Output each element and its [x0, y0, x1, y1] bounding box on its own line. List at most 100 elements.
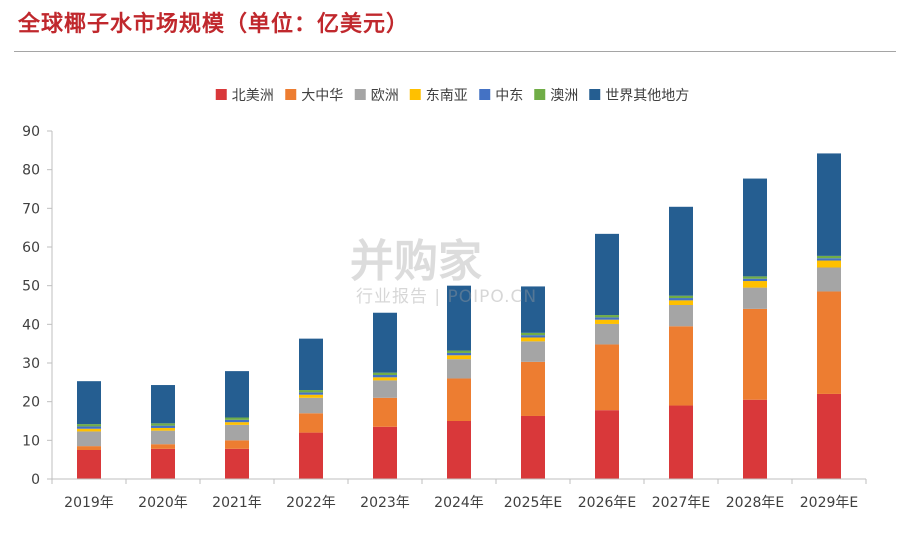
- bar-stack: [743, 178, 767, 479]
- bar-segment: [447, 352, 471, 356]
- legend-swatch: [354, 89, 366, 100]
- bar-segment: [77, 431, 101, 447]
- bar-segment: [743, 278, 767, 282]
- watermark-sub: 行业报告 | POIPO.CN: [356, 287, 537, 307]
- bar-segment: [151, 430, 175, 445]
- x-tick-label: 2028年E: [726, 495, 784, 511]
- bar-segment: [373, 377, 397, 381]
- bar-segment: [299, 392, 323, 395]
- x-tick-label: 2023年: [360, 495, 410, 511]
- bar-segment: [669, 305, 693, 327]
- legend-item: 北美洲: [215, 88, 274, 104]
- x-tick-label: 2026年E: [578, 495, 636, 511]
- legend-label: 东南亚: [426, 88, 468, 104]
- legend-label: 欧洲: [371, 88, 399, 104]
- bar-segment: [817, 258, 841, 261]
- x-tick-label: 2024年: [434, 495, 484, 511]
- bar-segment: [595, 315, 619, 318]
- legend-item: 大中华: [285, 88, 343, 104]
- legend-swatch: [479, 89, 491, 100]
- legend-item: 中东: [479, 88, 523, 104]
- bar-segment: [817, 267, 841, 292]
- bar-segment: [151, 444, 175, 449]
- y-tick-label: 30: [22, 356, 40, 372]
- bar-segment: [151, 448, 175, 479]
- bar-segment: [373, 426, 397, 479]
- page-title: 全球椰子水市场规模（单位：亿美元）: [18, 11, 410, 37]
- legend-label: 澳洲: [550, 88, 578, 104]
- bar-segment: [743, 281, 767, 288]
- watermark: 并购家 行业报告 | POIPO.CN: [350, 236, 537, 307]
- bar-segment: [299, 390, 323, 393]
- legend-item: 澳洲: [534, 88, 578, 104]
- bar-segment: [521, 361, 545, 416]
- bar-stack: [373, 312, 397, 479]
- bar-segment: [373, 372, 397, 375]
- bar-segment: [669, 295, 693, 299]
- bar-segment: [595, 410, 619, 479]
- legend-swatch: [285, 89, 297, 100]
- bar-stack: [77, 381, 101, 479]
- legend-item: 东南亚: [409, 88, 468, 104]
- title-divider: [14, 51, 896, 52]
- bar-segment: [669, 206, 693, 296]
- bar-segment: [447, 378, 471, 421]
- y-tick-label: 70: [22, 201, 40, 217]
- bar-segment: [743, 287, 767, 309]
- legend-swatch: [409, 89, 421, 100]
- bar-segment: [373, 374, 397, 378]
- bar-segment: [521, 341, 545, 362]
- y-tick-label: 0: [31, 472, 40, 488]
- x-tick-label: 2027年E: [652, 495, 710, 511]
- y-tick-label: 80: [22, 163, 40, 179]
- bar-stack: [151, 385, 175, 479]
- bar-segment: [77, 426, 101, 429]
- bar-stack: [299, 338, 323, 479]
- bar-segment: [447, 421, 471, 479]
- bar-segment: [299, 394, 323, 398]
- bar-segment: [817, 255, 841, 259]
- bar-segment: [743, 399, 767, 479]
- bar-segment: [595, 233, 619, 316]
- legend-swatch: [534, 89, 546, 100]
- x-axis: 2019年 2020年 2021年 2022年 2023年 2024年 2025年E 2026…: [51, 478, 867, 511]
- bar-segment: [77, 428, 101, 432]
- y-tick-label: 60: [22, 240, 40, 256]
- legend-swatch: [589, 89, 601, 100]
- legend-swatch: [215, 89, 227, 100]
- bar-segment: [669, 405, 693, 479]
- bar-segment: [817, 153, 841, 256]
- bar-segment: [299, 413, 323, 433]
- bar-segment: [521, 335, 545, 338]
- bar-segment: [225, 371, 249, 418]
- bar-segment: [595, 317, 619, 320]
- bar-segment: [373, 380, 397, 398]
- y-tick-label: 90: [22, 124, 40, 140]
- bar-segment: [447, 359, 471, 379]
- bar-segment: [669, 298, 693, 301]
- bar-segment: [817, 393, 841, 479]
- bar-segment: [151, 427, 175, 431]
- bar-segment: [225, 417, 249, 420]
- bar-segment: [447, 350, 471, 353]
- bar-segment: [669, 300, 693, 305]
- bar-segment: [669, 326, 693, 406]
- bar-stack: [225, 371, 249, 479]
- bar-segment: [595, 344, 619, 411]
- bar-segment: [299, 397, 323, 414]
- legend-label: 大中华: [301, 88, 343, 104]
- bar-segment: [151, 385, 175, 424]
- bar-segment: [299, 338, 323, 391]
- bars: [77, 153, 841, 479]
- x-tick-label: 2019年: [64, 495, 114, 511]
- bar-segment: [595, 319, 619, 324]
- bar-segment: [151, 425, 175, 428]
- bar-segment: [225, 422, 249, 425]
- y-tick-label: 50: [22, 279, 40, 295]
- bar-segment: [595, 323, 619, 345]
- chart-legend: 北美洲 大中华 欧洲 东南亚 中东 澳洲 世界其他地方: [215, 88, 689, 104]
- bar-segment: [521, 337, 545, 342]
- bar-stack: [817, 153, 841, 479]
- bar-segment: [743, 308, 767, 400]
